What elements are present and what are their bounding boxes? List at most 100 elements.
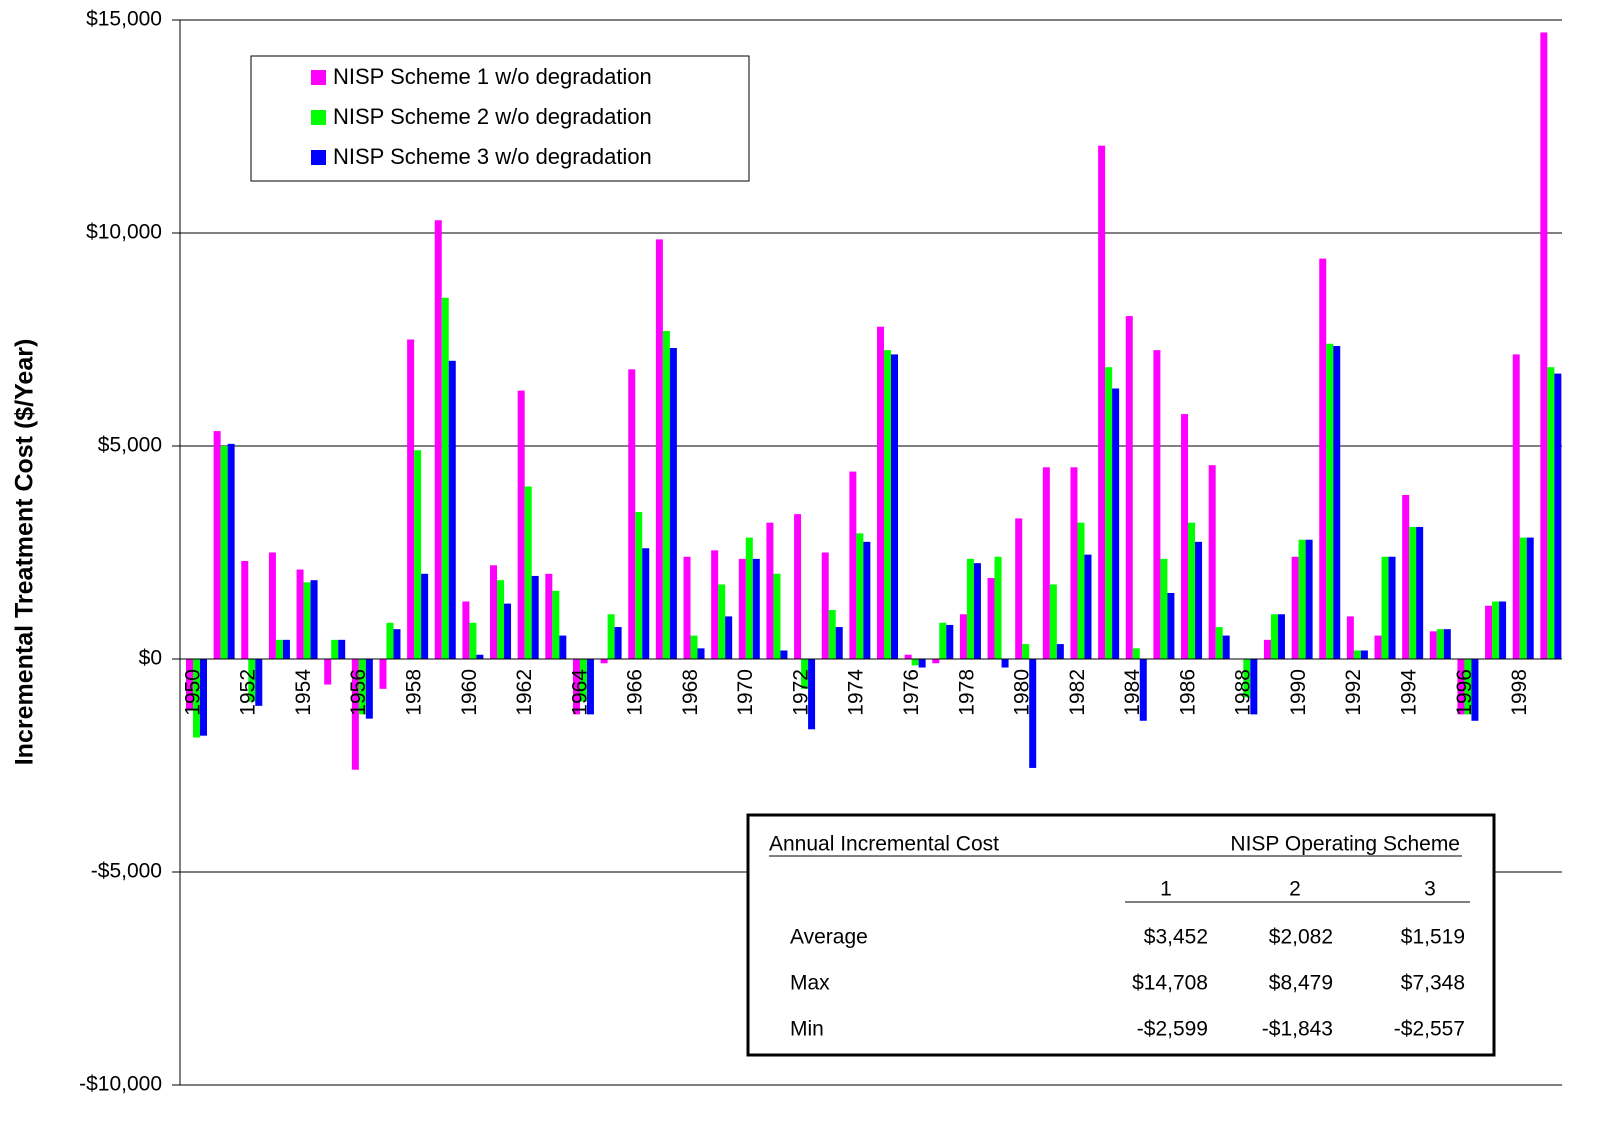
x-tick-label: 1954 [292,669,315,716]
bar [186,659,193,711]
bar [531,575,539,659]
x-tick-label: 1958 [402,669,425,716]
bar [959,614,967,659]
table-cell: $3,452 [1144,926,1208,949]
bar [469,622,477,659]
bar [1153,350,1161,659]
bar [738,558,746,659]
bar [421,573,429,659]
bar [1519,537,1527,659]
table-box [746,813,1496,1057]
bar [1443,629,1451,659]
bar [441,297,449,659]
table-cell: -$2,557 [1394,1018,1465,1041]
bar [275,639,283,659]
x-tick-label: 1996 [1453,669,1476,716]
bar [552,590,560,659]
bar [1353,650,1361,659]
table-cell: -$1,843 [1262,1018,1333,1041]
bar [1319,258,1327,659]
bar [241,561,249,659]
bar [1001,659,1009,668]
y-tick-label: -$5,000 [91,860,162,883]
bar [835,627,843,659]
bar [849,471,857,659]
x-tick-label: 1994 [1398,669,1421,716]
bar [1042,467,1050,659]
table-cell: $7,348 [1401,972,1465,995]
row-label: Min [790,1018,824,1041]
bar [1132,648,1140,659]
bar [1540,32,1548,659]
bar [1436,629,1444,659]
bar [884,350,891,659]
bar [856,533,864,659]
bar [1374,635,1382,659]
bar [1195,541,1203,659]
bar [393,629,401,659]
bar [1188,522,1196,659]
bar [863,541,871,659]
bar [1215,627,1223,659]
x-tick-label: 1964 [568,669,591,716]
bar [524,486,532,659]
bar [303,582,311,659]
bar [1056,644,1064,659]
bar [296,569,304,659]
bar [821,552,829,659]
bar [1409,526,1417,659]
bar [614,627,622,659]
bar [1125,316,1133,659]
x-tick-label: 1984 [1121,669,1144,716]
y-tick-label: $15,000 [86,8,162,31]
bar [517,390,525,659]
bar [1098,145,1106,660]
bar [310,580,318,659]
bar [476,654,484,659]
x-tick-label: 1980 [1011,669,1034,716]
bar [338,639,346,659]
bar [1181,414,1189,659]
bar [1084,554,1092,659]
bar [690,635,698,659]
bar [773,573,781,659]
table-group-header: NISP Operating Scheme [1230,833,1460,856]
bar [1112,388,1120,659]
row-label: Max [790,972,830,995]
bar [1360,650,1368,659]
x-tick-label: 1950 [181,669,204,716]
bar [891,354,898,659]
bar [497,580,505,659]
bar [780,650,788,659]
bar [227,443,235,659]
x-tick-label: 1956 [347,669,370,716]
y-tick-label: $10,000 [86,221,162,244]
legend-label: NISP Scheme 3 w/o degradation [333,144,652,169]
bar [1029,659,1037,768]
row-label: Average [790,926,868,949]
bar [1250,659,1258,715]
bar [379,659,387,689]
x-tick-label: 1978 [955,669,978,716]
bar [1492,601,1500,659]
bar [282,639,290,659]
bar [987,578,995,659]
bar [1277,614,1285,659]
x-tick-label: 1986 [1176,669,1199,716]
bar [386,622,394,659]
column-header: 3 [1424,878,1436,901]
bar [794,514,802,659]
legend-swatch [311,70,326,85]
bar [414,450,422,659]
table-cell: $8,479 [1269,972,1333,995]
bar [697,648,705,659]
bar [200,659,207,736]
bar [655,239,663,659]
column-header: 1 [1160,878,1172,901]
bar [559,635,567,659]
bar [1105,367,1113,659]
bar [1554,373,1562,659]
legend-swatch [311,110,326,125]
bar [1070,467,1078,659]
y-tick-label: $5,000 [98,434,162,457]
